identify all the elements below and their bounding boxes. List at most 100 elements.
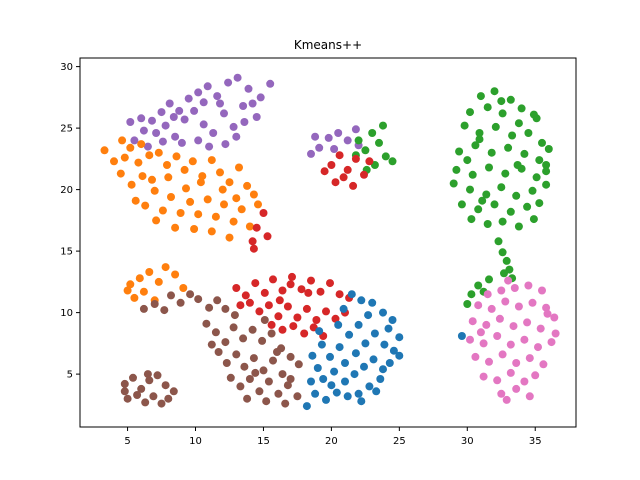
- point-c1-42: [164, 173, 173, 182]
- point-c1-29: [203, 195, 212, 204]
- point-c1-45: [120, 153, 129, 162]
- point-c4-36: [369, 355, 378, 364]
- point-c2-58: [498, 248, 507, 257]
- point-c5-60: [120, 387, 129, 396]
- point-c4-44: [315, 327, 324, 336]
- point-c0-1: [139, 126, 148, 135]
- point-c6-40: [504, 276, 513, 285]
- point-c1-41: [148, 175, 156, 184]
- point-c3-8: [320, 167, 329, 176]
- point-c1-31: [220, 200, 228, 209]
- point-c1-5: [116, 169, 125, 178]
- point-c1-20: [249, 190, 258, 199]
- point-c5-27: [278, 370, 287, 379]
- point-c3-46: [275, 296, 284, 305]
- point-c2-4: [381, 152, 390, 161]
- point-c0-17: [161, 121, 170, 130]
- point-c0-13: [256, 93, 265, 102]
- point-c1-40: [225, 233, 234, 242]
- point-c5-23: [240, 362, 249, 371]
- point-c4-25: [361, 339, 370, 348]
- point-c2-24: [538, 138, 546, 147]
- point-c5-57: [157, 399, 166, 408]
- x-tick-label-6: 35: [529, 436, 542, 447]
- point-c1-10: [163, 161, 171, 169]
- point-c6-21: [493, 332, 502, 340]
- point-c1-27: [186, 197, 195, 206]
- point-c6-20: [479, 339, 488, 348]
- point-c5-16: [258, 336, 267, 345]
- point-c1-43: [196, 178, 205, 187]
- y-axis: 5 10 15 20 25 30: [60, 62, 80, 381]
- point-c5-39: [262, 397, 271, 406]
- point-c2-68: [475, 135, 484, 144]
- point-c6-11: [550, 313, 559, 322]
- point-c6-8: [514, 302, 523, 311]
- point-c3-30: [255, 307, 264, 316]
- point-c2-44: [528, 186, 537, 195]
- point-c5-28: [286, 375, 295, 383]
- point-c1-12: [180, 165, 189, 174]
- point-c6-28: [498, 350, 507, 359]
- point-c4-15: [302, 402, 311, 411]
- point-c5-2: [160, 306, 169, 315]
- point-c5-29: [294, 360, 303, 369]
- point-c5-36: [283, 381, 292, 390]
- point-c5-53: [123, 394, 132, 403]
- point-c2-64: [474, 281, 483, 290]
- point-c6-1: [497, 286, 506, 295]
- point-c2-47: [474, 205, 483, 214]
- point-c2-42: [497, 183, 506, 192]
- point-c3-9: [331, 178, 340, 187]
- point-c5-43: [260, 316, 269, 324]
- point-c0-0: [130, 136, 139, 145]
- point-c3-47: [304, 288, 313, 297]
- point-c6-10: [542, 303, 551, 312]
- point-c5-41: [207, 340, 216, 349]
- point-c1-1: [110, 157, 118, 166]
- point-c3-14: [249, 244, 258, 253]
- point-c2-13: [517, 104, 526, 113]
- point-c1-11: [172, 152, 181, 161]
- point-c3-4: [360, 170, 368, 179]
- point-c2-19: [460, 121, 469, 130]
- point-c5-8: [213, 296, 222, 305]
- point-c6-25: [547, 338, 556, 347]
- point-c4-4: [388, 316, 397, 324]
- point-c5-37: [293, 392, 302, 401]
- point-c6-39: [525, 392, 534, 401]
- point-c0-47: [330, 145, 339, 153]
- point-c4-42: [389, 346, 398, 355]
- point-c2-14: [466, 108, 474, 117]
- point-c4-7: [385, 359, 394, 367]
- point-c5-45: [251, 368, 260, 377]
- point-c3-28: [236, 301, 245, 310]
- point-c4-24: [351, 349, 360, 358]
- point-c4-20: [326, 352, 334, 361]
- point-c5-0: [139, 304, 148, 313]
- point-c3-26: [335, 290, 344, 299]
- point-c2-39: [449, 179, 458, 188]
- point-c4-13: [322, 395, 330, 404]
- point-c6-42: [543, 309, 552, 318]
- point-c3-17: [251, 279, 260, 288]
- point-c5-26: [269, 356, 277, 365]
- point-c5-15: [248, 325, 257, 334]
- point-c1-34: [245, 222, 254, 231]
- point-c1-21: [131, 196, 140, 205]
- point-c2-0: [354, 136, 363, 145]
- point-c6-7: [501, 297, 510, 306]
- point-c5-48: [137, 384, 146, 393]
- point-c4-33: [341, 377, 349, 386]
- point-c2-71: [463, 156, 472, 165]
- point-c3-21: [288, 272, 296, 281]
- point-c5-42: [230, 311, 239, 320]
- point-c0-30: [205, 142, 214, 151]
- point-c5-6: [194, 295, 203, 304]
- point-c3-22: [297, 285, 306, 294]
- point-c0-39: [126, 118, 135, 126]
- point-c3-3: [351, 154, 360, 163]
- point-c3-1: [335, 151, 344, 160]
- point-c1-6: [127, 180, 136, 189]
